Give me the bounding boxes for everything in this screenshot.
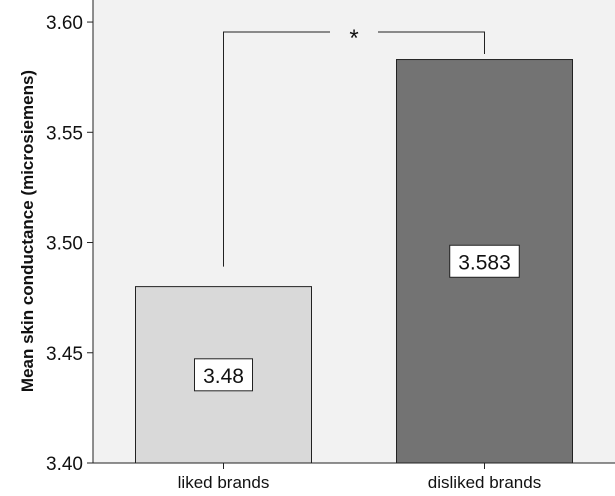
x-tick-labels: liked brands disliked brands <box>178 463 541 492</box>
x-tick-label: disliked brands <box>428 473 541 492</box>
y-tick-label: 3.45 <box>46 344 83 365</box>
data-label: 3.583 <box>458 251 511 274</box>
y-ticks: 3.40 3.45 3.50 3.55 3.60 <box>46 13 93 475</box>
y-tick-label: 3.40 <box>46 454 83 475</box>
bracket-line <box>223 31 485 267</box>
significance-star: * <box>349 25 358 52</box>
data-label: 3.48 <box>203 365 244 388</box>
data-label-box <box>194 358 253 392</box>
data-label-box <box>449 244 520 278</box>
y-axis-title: Mean skin conductance (microsiemens) <box>18 70 37 392</box>
y-tick-label: 3.50 <box>46 234 83 255</box>
data-labels: 3.48 3.583 <box>194 244 520 392</box>
significance-bracket: * <box>223 25 485 267</box>
y-tick-label: 3.60 <box>46 13 83 34</box>
x-tick-label: liked brands <box>178 473 270 492</box>
y-tick-label: 3.55 <box>46 123 83 144</box>
